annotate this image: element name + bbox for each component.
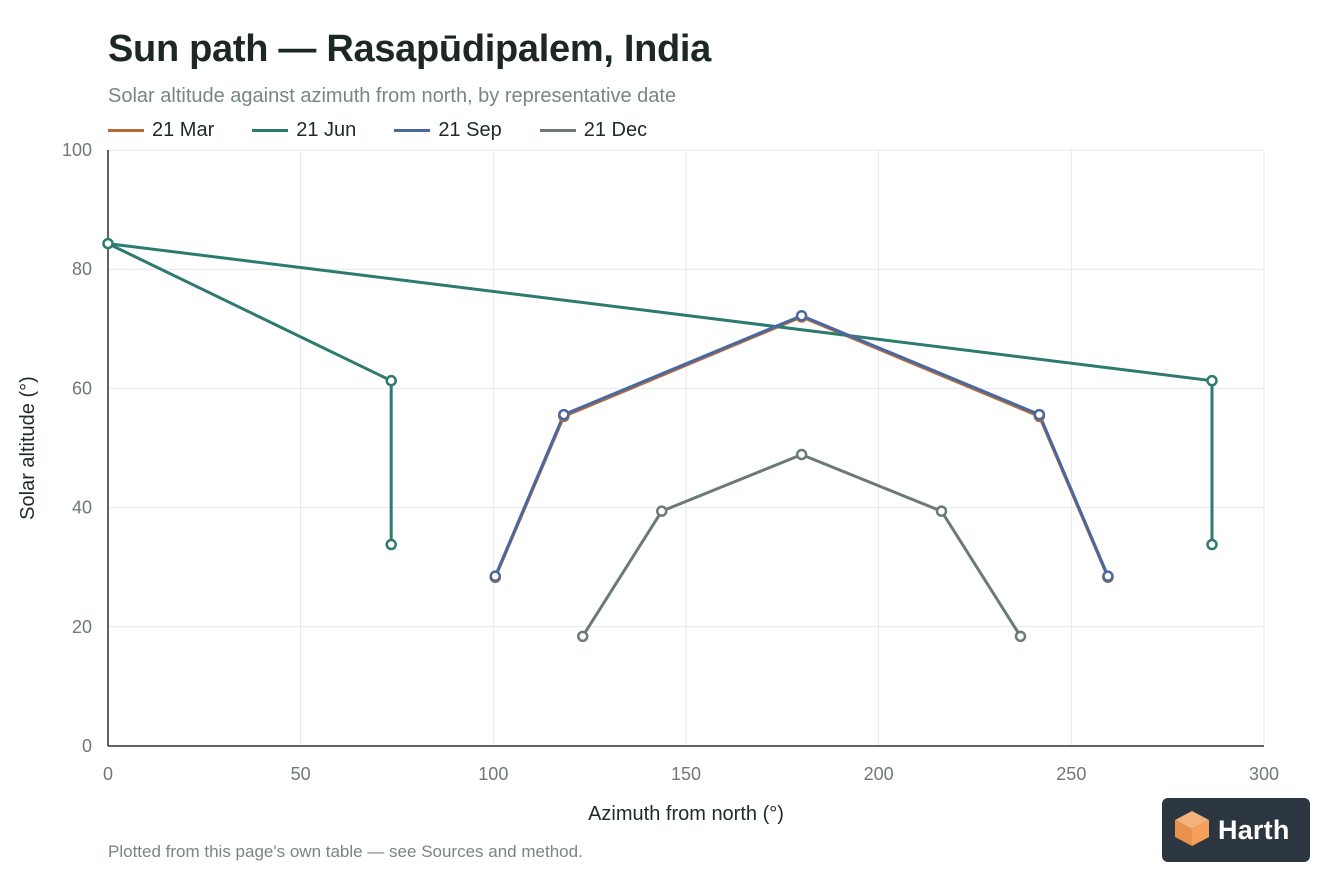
series-line-3 [493, 314, 1110, 578]
data-point [1206, 538, 1218, 551]
y-axis-label: Solar altitude (°) [17, 376, 39, 520]
legend-swatch [539, 129, 576, 132]
data-point [795, 309, 808, 322]
x-tick-label: 250 [1056, 764, 1086, 784]
y-tick-label: 0 [82, 736, 92, 756]
y-tick-label: 60 [72, 378, 92, 398]
series-line-2 [106, 242, 1214, 547]
cube-logo-icon [1172, 808, 1212, 853]
brand-badge: Harth [1162, 798, 1310, 862]
series-lines [106, 242, 1214, 638]
legend-label: 21 Mar [152, 119, 215, 141]
data-point [385, 538, 397, 551]
axes: 0 50 100 150 200 250 300 0 20 40 60 80 100 [62, 140, 1279, 784]
chart-subtitle: Solar altitude against azimuth from nort… [108, 85, 677, 107]
legend-label: 21 Jun [296, 119, 357, 141]
data-point [1014, 630, 1027, 643]
legend-swatch [108, 129, 144, 132]
y-tick-label: 80 [72, 259, 92, 279]
brand-name: Harth [1218, 814, 1290, 845]
x-tick-label: 200 [864, 764, 894, 784]
x-tick-label: 0 [103, 764, 113, 784]
x-tick-label: 150 [671, 764, 701, 784]
chart-title: Sun path — Rasapūdipalem, India [108, 28, 712, 70]
legend-label: 21 Dec [583, 119, 648, 141]
data-point [935, 505, 948, 517]
footnote: Plotted from this page's own table — see… [108, 842, 583, 861]
y-tick-label: 40 [72, 498, 92, 518]
x-tick-label: 50 [291, 764, 311, 784]
legend-swatch [252, 129, 289, 132]
data-point [385, 374, 397, 387]
x-tick-label: 300 [1249, 764, 1279, 784]
data-point [489, 570, 502, 582]
legend-item-dec: 21 Dec [539, 119, 648, 142]
series-line-4 [581, 453, 1022, 638]
legend-item-sep: 21 Sep [394, 119, 502, 142]
data-points [102, 237, 1218, 643]
data-point [102, 237, 114, 250]
x-tick-label: 100 [478, 764, 508, 784]
data-point [1102, 570, 1114, 582]
legend-item-jun: 21 Jun [252, 119, 356, 142]
data-point [655, 505, 668, 517]
data-point [576, 630, 589, 643]
legend-label: 21 Sep [438, 119, 502, 141]
grid-lines [107, 149, 1265, 747]
data-point [795, 448, 808, 461]
legend-item-mar: 21 Mar [108, 119, 214, 142]
legend-swatch [394, 129, 431, 132]
data-point [558, 408, 570, 421]
chart-legend: 21 Mar 21 Jun 21 Sep 21 Dec [108, 119, 647, 142]
data-point [1033, 408, 1046, 421]
data-point [1206, 374, 1218, 387]
y-tick-label: 100 [62, 140, 92, 160]
x-axis-label: Azimuth from north (°) [588, 803, 784, 825]
y-tick-label: 20 [72, 617, 92, 637]
